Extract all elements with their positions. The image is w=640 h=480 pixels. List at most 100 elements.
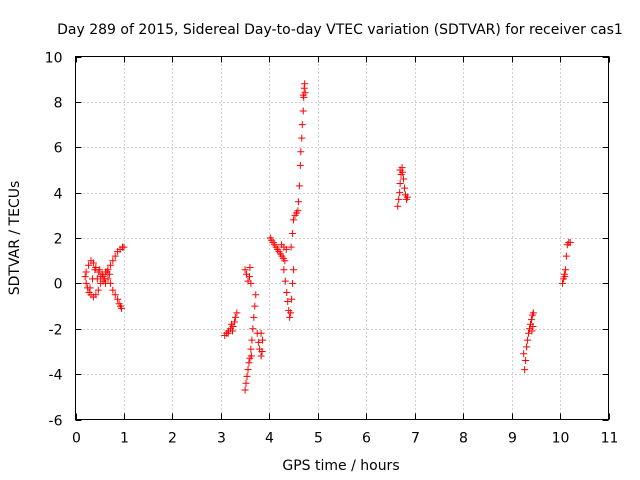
data-point (277, 241, 285, 249)
data-point (92, 291, 100, 299)
tick-labels: 0 1 2 3 4 5 6 7 8 9 10 11 -6 -4 -2 0 2 4 6 8 10 (45, 51, 619, 447)
data-point (289, 279, 297, 287)
data-point (294, 207, 302, 215)
data-point (403, 193, 411, 201)
y-tick-label: 4 (54, 187, 63, 203)
data-point (106, 261, 114, 269)
data-point (258, 347, 266, 355)
y-axis-label: SDTVAR / TECUs (7, 181, 23, 296)
x-tick-label: 4 (265, 431, 274, 447)
y-tick-label: 2 (54, 232, 63, 248)
data-point (244, 366, 252, 374)
data-point (242, 379, 250, 387)
x-axis-label: GPS time / hours (282, 458, 399, 474)
data-point (106, 279, 114, 287)
data-point (298, 134, 306, 142)
data-point (233, 309, 241, 317)
data-point (562, 252, 570, 260)
data-point (299, 107, 307, 115)
data-point (396, 180, 404, 188)
data-point (246, 263, 254, 271)
data-point (524, 336, 532, 344)
data-point (283, 288, 291, 296)
data-point (528, 327, 536, 335)
data-point (86, 284, 94, 292)
data-point (257, 329, 265, 337)
data-point (248, 336, 256, 344)
data-point (289, 229, 297, 237)
y-tick-label: 8 (54, 96, 63, 112)
data-point (111, 291, 119, 299)
data-point (249, 325, 257, 333)
data-point (287, 243, 295, 251)
data-point (520, 350, 528, 358)
y-tick-label: -2 (49, 323, 63, 339)
data-point (109, 257, 117, 265)
data-point (522, 357, 530, 365)
data-point (252, 291, 260, 299)
data-point (286, 313, 294, 321)
data-point (561, 266, 569, 274)
data-point (561, 273, 569, 281)
data-point (251, 302, 259, 310)
data-point (96, 266, 104, 274)
data-point (245, 359, 253, 367)
y-tick-label: 6 (54, 141, 63, 157)
data-point (290, 216, 298, 224)
data-point (101, 275, 109, 283)
data-point (111, 252, 119, 260)
data-point (401, 184, 409, 192)
data-point (224, 329, 232, 337)
x-tick-label: 3 (217, 431, 226, 447)
data-point (299, 91, 307, 99)
data-point (298, 121, 306, 129)
data-point (301, 80, 309, 88)
data-point (98, 270, 106, 278)
data-point (295, 182, 303, 190)
data-point (288, 295, 296, 303)
data-point (280, 266, 288, 274)
data-point (395, 195, 403, 203)
x-tick-label: 0 (72, 431, 81, 447)
data-point (396, 189, 404, 197)
x-tick-label: 8 (459, 431, 468, 447)
y-tick-label: -6 (49, 414, 63, 430)
x-tick-label: 9 (508, 431, 517, 447)
grid (75, 56, 609, 420)
data-point (529, 322, 537, 330)
data-point (529, 309, 537, 317)
data-point (241, 386, 249, 394)
data-point (93, 275, 101, 283)
data-point (287, 309, 295, 317)
data-point (114, 295, 122, 303)
chart-title: Day 289 of 2015, Sidereal Day-to-day VTE… (57, 22, 623, 38)
x-tick-label: 5 (314, 431, 323, 447)
data-point (109, 286, 117, 294)
data-point (566, 239, 574, 247)
y-tick-label: 0 (54, 277, 63, 293)
data-point (120, 243, 128, 251)
x-tick-label: 2 (168, 431, 177, 447)
data-point (118, 304, 126, 312)
data-point (82, 268, 90, 276)
data-point (247, 345, 255, 353)
data-point (558, 279, 566, 287)
data-point (297, 148, 305, 156)
data-point (230, 318, 238, 326)
data-point (82, 279, 90, 287)
data-point (247, 352, 255, 360)
x-tick-label: 10 (552, 431, 570, 447)
data-point (259, 336, 267, 344)
data-point (527, 316, 535, 324)
data-point (231, 313, 239, 321)
data-point (241, 266, 249, 274)
data-point (228, 327, 236, 335)
data-point (85, 261, 93, 269)
data-point (290, 266, 298, 274)
x-tick-label: 7 (411, 431, 420, 447)
x-tick-label: 1 (120, 431, 129, 447)
data-point (243, 372, 251, 380)
data-point (281, 257, 289, 265)
data-point (400, 175, 408, 183)
